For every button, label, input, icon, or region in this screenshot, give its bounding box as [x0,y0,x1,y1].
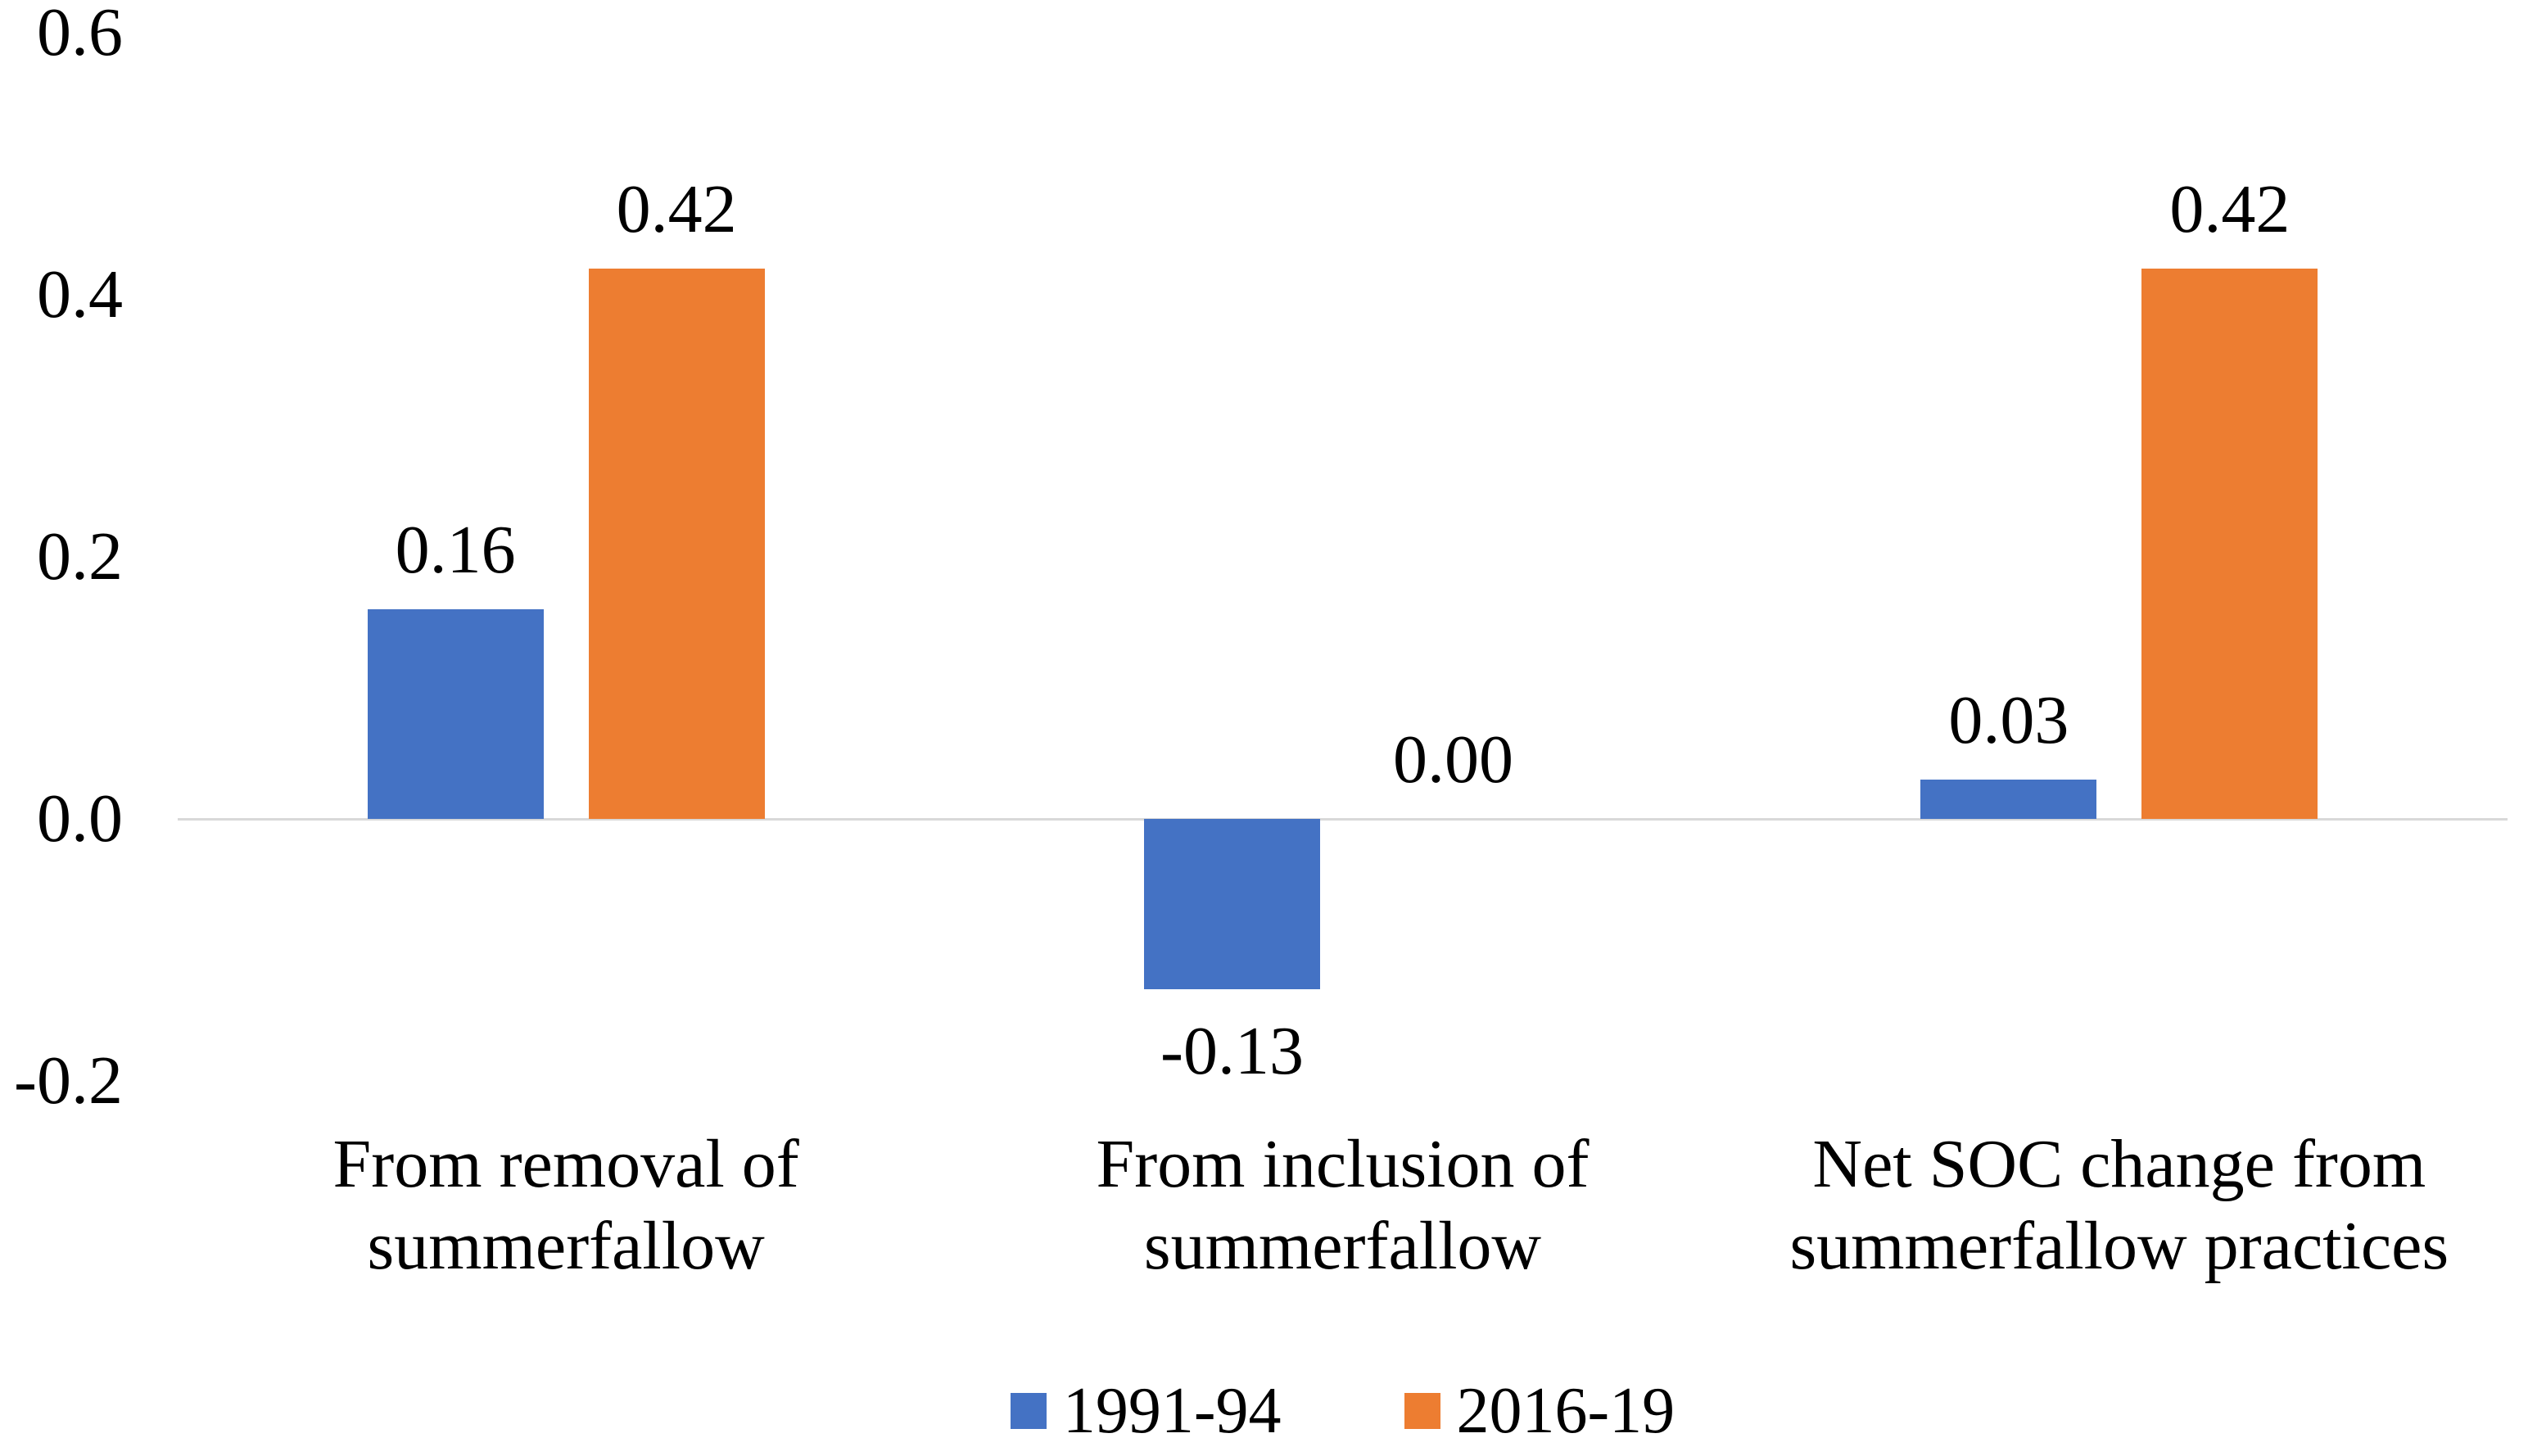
category-label-line: Net SOC change from [1812,1126,2426,1202]
legend-label: 1991-94 [1062,1375,1282,1447]
legend: 1991-94 2016-19 [178,1366,2508,1456]
y-axis-tick-label: 0.6 [37,0,123,70]
bar-1991-94-2 [1920,780,2097,819]
category-label: From inclusion of summerfallow [954,1124,1730,1287]
category-label-line: From inclusion of [1096,1126,1590,1202]
category-label-line: From removal of [332,1126,799,1202]
y-axis-tick-label: -0.2 [14,1042,123,1119]
y-axis-tick-label: 0.4 [37,256,123,332]
bar-2016-19-2 [2141,269,2318,819]
legend-swatch-icon [1404,1393,1440,1429]
bar-value-label: 0.42 [616,171,737,247]
legend-item-2016-19: 2016-19 [1404,1370,1676,1452]
bar-value-label: 0.16 [395,512,516,588]
bar-value-label: 0.00 [1393,721,1513,798]
bar-value-label: -0.13 [1160,1013,1304,1089]
x-axis-line [178,818,2508,821]
legend-label: 2016-19 [1456,1375,1676,1447]
category-label-line: summerfallow [367,1208,765,1284]
bar-1991-94-0 [367,609,544,819]
legend-item-1991-94: 1991-94 [1010,1370,1282,1452]
bar-2016-19-0 [588,269,765,819]
bar-value-label: 0.42 [2169,171,2291,247]
bar-1991-94-1 [1144,819,1320,989]
y-axis-tick-label: 0.0 [37,780,123,857]
category-label-line: summerfallow [1143,1208,1542,1284]
legend-swatch-icon [1010,1393,1047,1429]
y-axis-tick-label: 0.2 [37,518,123,595]
bar-value-label: 0.03 [1948,682,2069,758]
category-label: Net SOC change from summerfallow practice… [1731,1124,2508,1287]
category-label: From removal of summerfallow [178,1124,954,1287]
category-label-line: summerfallow practices [1789,1208,2449,1284]
